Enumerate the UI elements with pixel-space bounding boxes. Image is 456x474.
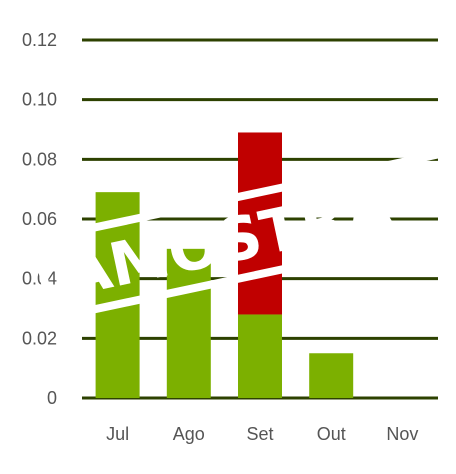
y-tick-label: 0 — [47, 388, 57, 408]
bar-Set-series-1 — [238, 314, 282, 398]
x-tick-label: Nov — [386, 424, 418, 444]
y-tick-label: 0.06 — [22, 209, 57, 229]
bar-Out-series-1 — [309, 353, 354, 398]
x-axis-ticks: Jul Ago Set Out Nov — [106, 424, 418, 444]
x-tick-label: Jul — [106, 424, 129, 444]
y-axis-ticks: 00.020.040.060.080.100.12 — [22, 30, 57, 408]
y-tick-label: 0.12 — [22, 30, 57, 50]
bars — [95, 132, 354, 398]
x-tick-label: Out — [317, 424, 346, 444]
y-tick-label: 0.08 — [22, 149, 57, 169]
x-tick-label: Ago — [173, 424, 205, 444]
bar-Ago-series-1 — [166, 248, 211, 398]
y-tick-label: 0.02 — [22, 328, 57, 348]
watermark-band — [31, 147, 456, 323]
y-tick-label: 0.10 — [22, 90, 57, 110]
x-tick-label: Set — [246, 424, 273, 444]
bar-Set-series-2 — [238, 132, 282, 315]
